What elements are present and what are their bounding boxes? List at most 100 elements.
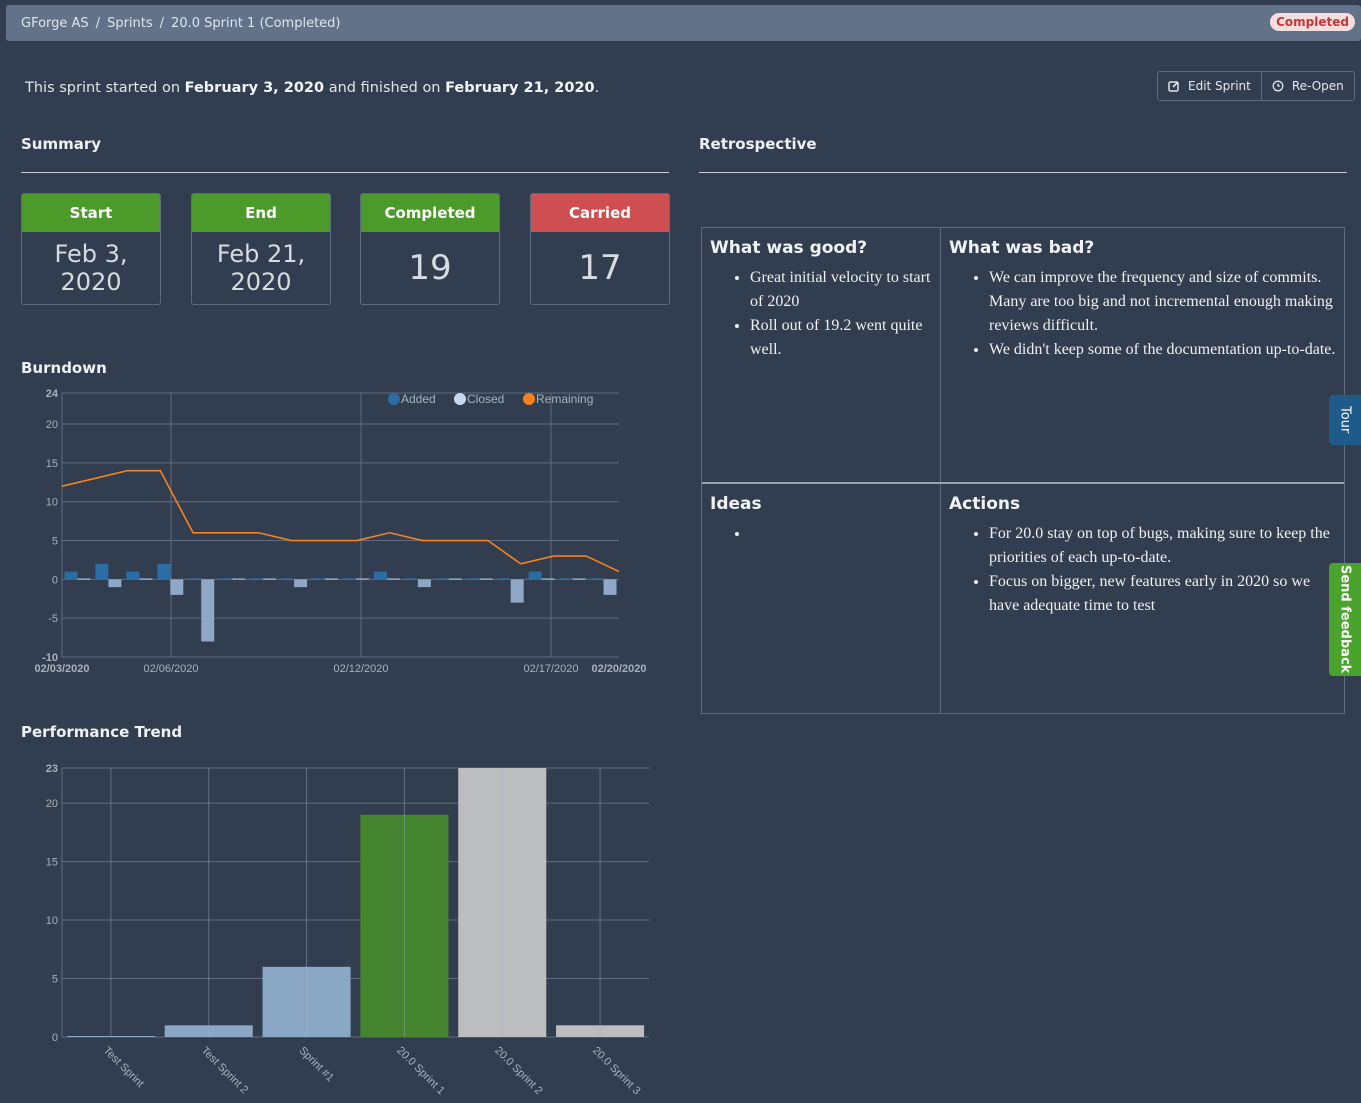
breadcrumb-item-sprints[interactable]: Sprints — [107, 15, 153, 31]
start-card: Start Feb 3, 2020 — [21, 193, 161, 305]
y-tick-label: 24 — [46, 388, 59, 400]
added-bar — [95, 563, 109, 580]
added-bar — [342, 578, 356, 580]
y-tick-label: -10 — [42, 652, 58, 664]
closed-bar — [448, 578, 462, 580]
intro-middle: and finished on — [324, 80, 446, 96]
legend-added-label: Added — [401, 392, 436, 406]
added-bar — [590, 578, 604, 580]
card-label: Carried — [531, 194, 669, 232]
performance-bar — [458, 768, 547, 1037]
bad-cell: What was bad? We can improve the frequenc… — [941, 228, 1345, 372]
card-label: End — [192, 194, 330, 232]
x-tick-label: 02/06/2020 — [143, 663, 198, 675]
x-tick-label: 02/12/2020 — [333, 663, 388, 675]
x-tick-label: Test Sprint 2 — [199, 1045, 251, 1097]
closed-bar — [386, 578, 400, 580]
x-tick-label: 02/17/2020 — [523, 663, 578, 675]
y-tick-label: 0 — [52, 1032, 58, 1044]
legend-remaining-swatch — [523, 393, 535, 405]
performance-bar — [360, 814, 449, 1037]
added-bar — [435, 578, 449, 580]
bad-item: We can improve the frequency and size of… — [989, 266, 1337, 338]
card-label: Completed — [361, 194, 499, 232]
card-value: Feb 21, 2020 — [216, 240, 306, 296]
edit-sprint-button[interactable]: Edit Sprint — [1158, 72, 1261, 100]
performance-bar — [66, 1036, 155, 1037]
action-item: For 20.0 stay on top of bugs, making sur… — [989, 522, 1337, 570]
card-value: Feb 3, 2020 — [54, 240, 128, 296]
end-date: February 21, 2020 — [445, 80, 595, 96]
y-tick-label: 0 — [52, 574, 58, 586]
closed-bar — [603, 579, 617, 595]
send-feedback-tab[interactable]: Send feedback — [1329, 563, 1361, 676]
card-value: 19 — [408, 248, 452, 288]
x-tick-label: 02/03/2020 — [34, 663, 89, 675]
added-bar — [126, 571, 140, 580]
closed-bar — [541, 578, 555, 580]
ideas-cell: Ideas — [702, 484, 940, 556]
reopen-button[interactable]: Re-Open — [1260, 72, 1354, 100]
closed-bar — [355, 578, 369, 580]
y-tick-label: 5 — [52, 536, 58, 548]
closed-bar — [510, 579, 524, 603]
summary-heading: Summary — [21, 135, 102, 153]
closed-bar — [417, 579, 431, 588]
summary-divider — [21, 172, 669, 173]
status-badge: Completed — [1270, 13, 1355, 31]
actions-title: Actions — [949, 494, 1021, 514]
closed-bar — [572, 578, 586, 580]
tour-tab[interactable]: Tour — [1329, 395, 1361, 445]
breadcrumb-item-current: 20.0 Sprint 1 (Completed) — [171, 15, 341, 31]
performance-heading: Performance Trend — [21, 723, 183, 741]
closed-bar — [263, 578, 277, 580]
x-tick-label: 20.0 Sprint 2 — [492, 1045, 545, 1098]
bad-item: We didn't keep some of the documentation… — [989, 338, 1337, 362]
actions-cell: Actions For 20.0 stay on top of bugs, mak… — [941, 484, 1345, 628]
performance-bar — [164, 1025, 253, 1037]
edit-sprint-label: Edit Sprint — [1188, 79, 1251, 93]
column-divider — [940, 228, 941, 713]
retrospective-grid: What was good? Great initial velocity to … — [701, 227, 1345, 714]
ideas-title: Ideas — [710, 494, 762, 514]
legend-closed-label: Closed — [467, 392, 504, 406]
intro-prefix: This sprint started on — [25, 80, 185, 96]
added-bar — [373, 571, 387, 580]
performance-chart: 0 5 10 15 20 23 Test Sprint Test Sprint 2 Sprint… — [46, 763, 649, 1098]
good-cell: What was good? Great initial velocity to … — [702, 228, 940, 372]
retrospective-divider — [699, 172, 1347, 173]
x-tick-label: 02/20/2020 — [591, 663, 646, 675]
added-bar — [250, 578, 264, 580]
y-tick-label: 15 — [46, 458, 58, 470]
added-bar — [404, 578, 418, 580]
closed-bar — [108, 579, 122, 588]
y-tick-label: 23 — [46, 763, 58, 775]
closed-bar — [77, 578, 91, 580]
good-item: Roll out of 19.2 went quite well. — [750, 314, 932, 362]
intro-suffix: . — [594, 80, 600, 96]
legend-closed-swatch — [454, 393, 466, 405]
good-title: What was good? — [710, 238, 868, 258]
edit-icon — [1168, 81, 1179, 92]
end-card: End Feb 21, 2020 — [191, 193, 331, 305]
breadcrumb-separator: / — [95, 15, 101, 31]
y-tick-label: 10 — [46, 915, 58, 927]
remaining-line — [61, 469, 620, 573]
legend-remaining-label: Remaining — [536, 392, 593, 406]
sprint-actions: Edit Sprint Re-Open — [1157, 71, 1355, 101]
x-tick-label: Test Sprint — [101, 1045, 146, 1090]
legend-added-swatch — [388, 393, 400, 405]
breadcrumb-item-org[interactable]: GForge AS — [21, 15, 89, 31]
added-bar — [497, 578, 511, 580]
breadcrumb-separator: / — [159, 15, 165, 31]
clock-icon — [1272, 80, 1284, 92]
breadcrumb: GForge AS / Sprints / 20.0 Sprint 1 (Compl… — [6, 5, 1361, 41]
action-item: Focus on bigger, new features early in 2… — [989, 570, 1337, 618]
sprint-dates-text: This sprint started on February 3, 2020 … — [25, 80, 599, 96]
added-bar — [466, 578, 480, 580]
idea-item — [750, 522, 932, 546]
retrospective-heading: Retrospective — [699, 135, 817, 153]
completed-card: Completed 19 — [360, 193, 500, 305]
closed-bar — [479, 578, 493, 580]
added-bar — [219, 578, 233, 580]
